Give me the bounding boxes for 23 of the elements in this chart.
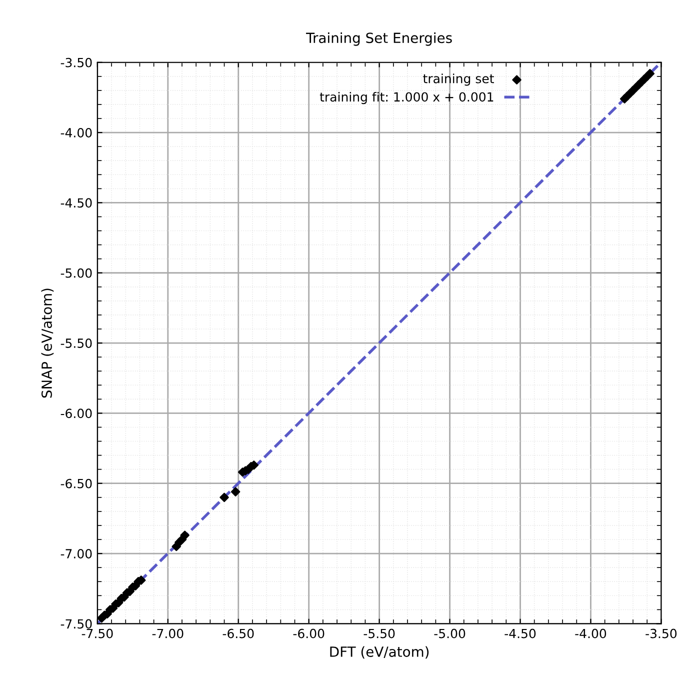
x-tick-label: -5.50 <box>364 628 395 638</box>
x-tick-label: -4.50 <box>504 628 536 638</box>
x-tick-label: -6.50 <box>222 628 254 638</box>
x-tick-label: -7.00 <box>152 628 184 638</box>
legend-label: training set <box>423 74 494 86</box>
x-tick-label: -7.50 <box>82 628 113 638</box>
y-tick-label: -6.50 <box>60 478 92 488</box>
y-tick-label: -7.00 <box>60 549 92 558</box>
y-tick-label: -7.50 <box>60 619 92 629</box>
x-tick-label: -4.00 <box>575 628 606 638</box>
legend-label: training fit: 1.000 x + 0.001 <box>320 92 494 104</box>
y-tick-label: -3.50 <box>60 58 92 68</box>
x-axis-title: DFT (eV/atom) <box>330 646 429 659</box>
y-tick-label: -4.00 <box>60 128 92 138</box>
x-tick-label: -3.50 <box>646 628 677 638</box>
chart-title: Training Set Energies <box>306 32 452 46</box>
x-tick-label: -5.00 <box>434 628 466 638</box>
y-tick-label: -6.00 <box>60 408 92 418</box>
y-axis-title: SNAP (eV/atom) <box>41 288 54 398</box>
y-tick-label: -5.50 <box>60 338 92 348</box>
x-tick-label: -6.00 <box>293 628 324 638</box>
y-tick-label: -5.00 <box>60 268 92 278</box>
y-tick-label: -4.50 <box>60 198 92 208</box>
